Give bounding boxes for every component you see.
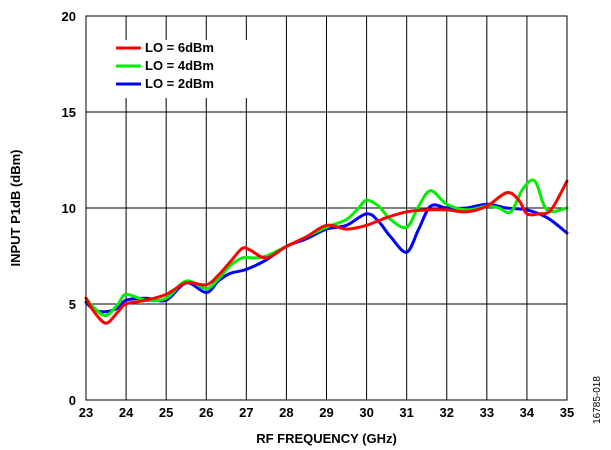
legend-entry: LO = 6dBm [145, 40, 214, 55]
series-line-lo-2dbm [84, 202, 569, 314]
y-tick-label: 15 [62, 105, 76, 120]
y-tick-label: 5 [69, 297, 76, 312]
x-tick-label: 32 [440, 405, 454, 420]
x-tick-label: 23 [79, 405, 93, 420]
x-tick-label: 24 [119, 405, 134, 420]
y-tick-label: 10 [62, 201, 76, 216]
figure-code: 16785-018 [592, 376, 603, 424]
x-tick-label: 27 [239, 405, 253, 420]
y-tick-label: 0 [69, 393, 76, 408]
x-tick-label: 25 [159, 405, 173, 420]
plot-frame [85, 15, 568, 401]
series-line-lo-4dbm [84, 178, 569, 318]
series-lines [84, 178, 569, 325]
x-tick-label: 28 [279, 405, 293, 420]
x-tick-label: 26 [199, 405, 213, 420]
legend-background [112, 40, 248, 98]
series-line-lo-6dbm [84, 179, 569, 325]
y-tick-label: 20 [62, 9, 76, 24]
legend-entry: LO = 4dBm [145, 58, 214, 73]
x-axis-label: RF FREQUENCY (GHz) [256, 431, 397, 446]
x-tick-label: 33 [480, 405, 494, 420]
legend: LO = 6dBm LO = 4dBm LO = 2dBm [116, 40, 214, 91]
legend-entry: LO = 2dBm [145, 76, 214, 91]
tick-labels: 23 24 25 26 27 28 29 30 31 32 33 34 35 0 5 10 15 20 [62, 9, 575, 420]
x-tick-label: 30 [359, 405, 373, 420]
x-tick-label: 31 [399, 405, 413, 420]
x-tick-label: 35 [560, 405, 574, 420]
y-axis-label: INPUT P1dB (dBm) [8, 150, 23, 267]
x-tick-label: 29 [319, 405, 333, 420]
x-tick-label: 34 [520, 405, 535, 420]
